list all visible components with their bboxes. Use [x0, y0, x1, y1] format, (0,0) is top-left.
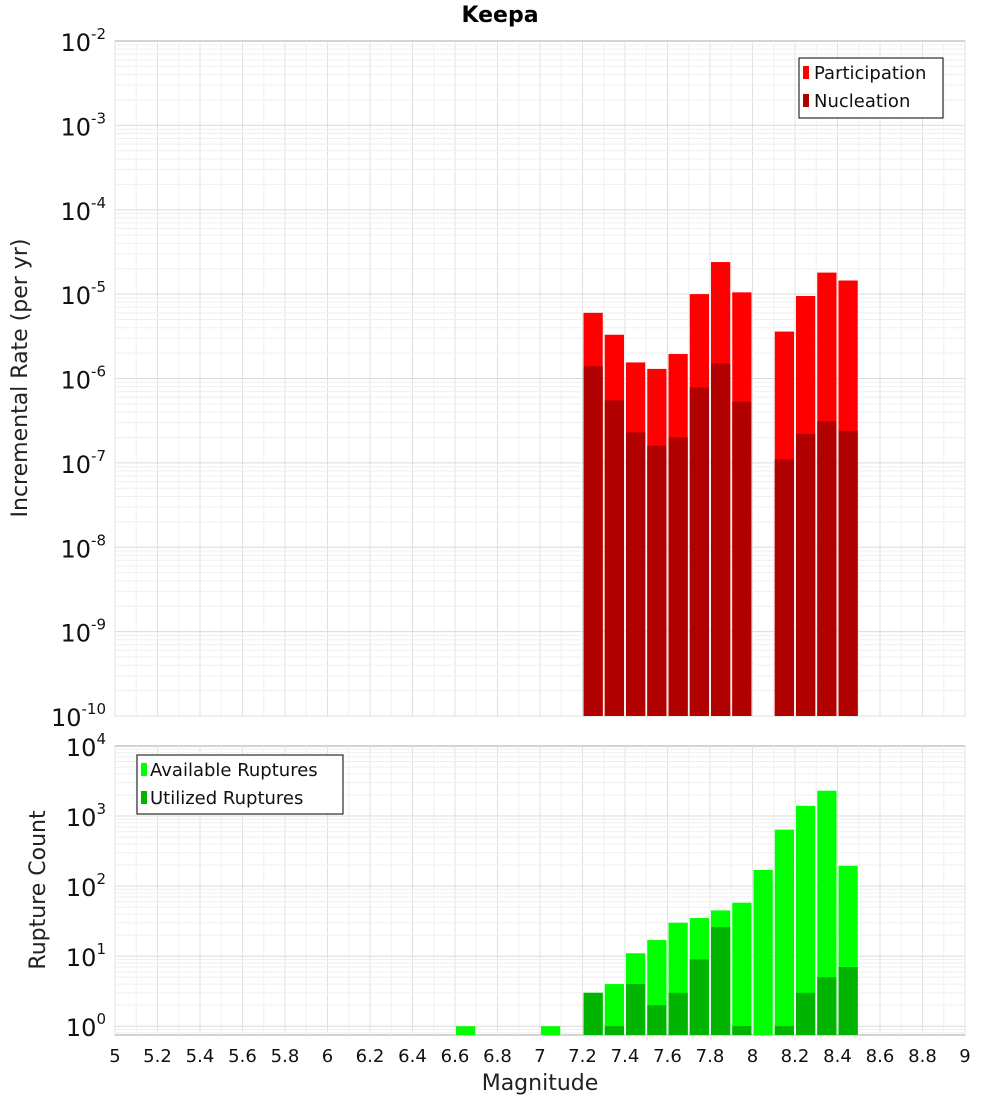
- rate-bar-nucleation: [838, 430, 858, 716]
- rate-y-ticks: 10-10 10-9 10-8 10-7 10-6 10-5 10-4 10-3 10-2: [51, 25, 106, 732]
- nucleation-legend-label: Nucleation: [814, 91, 910, 112]
- utilized-swatch: [141, 791, 147, 804]
- rate-y-tick-label: 10-9: [60, 616, 106, 648]
- rate-y-tick-label: 10-8: [60, 531, 106, 563]
- count-bar-available-ruptures: [753, 869, 773, 1035]
- x-tick-label: 6.6: [441, 1046, 470, 1067]
- x-tick-label: 6: [322, 1046, 333, 1067]
- count-bar-utilized-ruptures: [838, 967, 858, 1035]
- count-y-ticks: 100 101 102 103 104: [66, 730, 106, 1042]
- nucleation-swatch: [803, 94, 809, 107]
- x-axis-label: Magnitude: [482, 1071, 599, 1096]
- x-tick-label: 6.4: [398, 1046, 427, 1067]
- x-tick-label: 7.6: [653, 1046, 682, 1067]
- rate-y-tick-label: 10-3: [60, 109, 106, 141]
- x-tick-label: 5.8: [271, 1046, 300, 1067]
- count-bar-available-ruptures: [732, 902, 752, 1035]
- x-tick-label: 7.8: [696, 1046, 725, 1067]
- x-tick-label: 6.2: [356, 1046, 385, 1067]
- count-legend: Available Ruptures Utilized Ruptures: [136, 754, 344, 815]
- x-tick-label: 7.2: [568, 1046, 597, 1067]
- count-legend-box: [136, 754, 344, 815]
- rate-bar-nucleation: [604, 400, 624, 716]
- count-bars: [456, 790, 858, 1035]
- count-bar-utilized-ruptures: [711, 927, 731, 1035]
- count-bar-utilized-ruptures: [583, 992, 603, 1035]
- count-bar-available-ruptures: [604, 984, 624, 1035]
- count-bar-utilized-ruptures: [689, 959, 709, 1035]
- x-tick-label: 9: [959, 1046, 970, 1067]
- count-bar-available-ruptures: [541, 1026, 561, 1035]
- count-bar-utilized-ruptures: [817, 977, 837, 1035]
- rate-bar-nucleation: [647, 445, 667, 716]
- rate-y-tick-label: 10-2: [60, 25, 106, 57]
- count-bar-utilized-ruptures: [668, 992, 688, 1035]
- x-tick-label: 5: [109, 1046, 120, 1067]
- x-tick-label: 8.2: [781, 1046, 810, 1067]
- count-bar-utilized-ruptures: [796, 992, 816, 1035]
- rate-y-tick-label: 10-5: [60, 278, 106, 310]
- count-bar-available-ruptures: [456, 1026, 476, 1035]
- count-y-tick-label: 103: [66, 800, 106, 832]
- count-y-tick-label: 100: [66, 1010, 106, 1042]
- count-y-tick-label: 104: [66, 730, 106, 762]
- utilized-legend-label: Utilized Ruptures: [150, 788, 303, 809]
- rate-bar-nucleation: [796, 433, 816, 716]
- x-tick-label: 8.6: [866, 1046, 895, 1067]
- rate-y-tick-label: 10-4: [60, 194, 106, 226]
- x-tick-label: 8.4: [823, 1046, 852, 1067]
- rate-bar-nucleation: [689, 387, 709, 716]
- count-bar-utilized-ruptures: [604, 1026, 624, 1035]
- count-panel: 100 101 102 103 104 Rupture Count Available …: [26, 730, 966, 1042]
- available-swatch: [141, 763, 147, 776]
- rate-bar-nucleation: [711, 363, 731, 716]
- x-tick-label: 7.4: [611, 1046, 640, 1067]
- chart-title: Keepa: [461, 3, 538, 28]
- participation-swatch: [803, 66, 809, 79]
- rate-bars: [583, 262, 858, 716]
- rate-legend-box: [798, 57, 944, 119]
- count-y-axis-label: Rupture Count: [26, 810, 51, 970]
- rate-bar-nucleation: [817, 421, 837, 716]
- x-tick-label: 8.8: [908, 1046, 937, 1067]
- rate-bar-nucleation: [626, 432, 646, 716]
- x-tick-label: 7: [534, 1046, 545, 1067]
- count-bar-available-ruptures: [817, 790, 837, 1035]
- count-bar-utilized-ruptures: [774, 1026, 794, 1035]
- rate-bar-nucleation: [583, 366, 603, 716]
- rate-panel: 10-10 10-9 10-8 10-7 10-6 10-5 10-4 10-3 10-2 In…: [8, 25, 966, 732]
- count-bar-utilized-ruptures: [626, 984, 646, 1035]
- count-bar-available-ruptures: [796, 805, 816, 1035]
- x-tick-label: 6.8: [483, 1046, 512, 1067]
- count-bar-available-ruptures: [774, 829, 794, 1035]
- rate-legend: Participation Nucleation: [798, 57, 944, 119]
- count-bar-utilized-ruptures: [732, 1026, 752, 1035]
- x-tick-label: 5.6: [228, 1046, 257, 1067]
- rate-y-tick-label: 10-10: [51, 700, 106, 732]
- participation-legend-label: Participation: [814, 63, 926, 84]
- rate-y-tick-label: 10-7: [60, 447, 106, 479]
- count-bar-utilized-ruptures: [647, 1005, 667, 1035]
- rate-bar-nucleation: [774, 459, 794, 716]
- x-tick-label: 8: [747, 1046, 758, 1067]
- x-tick-label: 5.4: [186, 1046, 215, 1067]
- count-y-tick-label: 102: [66, 870, 106, 902]
- count-y-tick-label: 101: [66, 940, 106, 972]
- rate-y-tick-label: 10-6: [60, 363, 106, 395]
- rate-bar-nucleation: [668, 437, 688, 716]
- rate-grid: [114, 41, 966, 717]
- x-ticks: 5 5.2 5.4 5.6 5.8 6 6.2 6.4 6.6 6.8 7 7.2 7.4 7.6 7.8 8…: [109, 1046, 970, 1067]
- rate-y-axis-label: Incremental Rate (per yr): [8, 239, 33, 518]
- rate-bar-nucleation: [732, 401, 752, 716]
- available-legend-label: Available Ruptures: [150, 760, 318, 781]
- x-tick-label: 5.2: [143, 1046, 172, 1067]
